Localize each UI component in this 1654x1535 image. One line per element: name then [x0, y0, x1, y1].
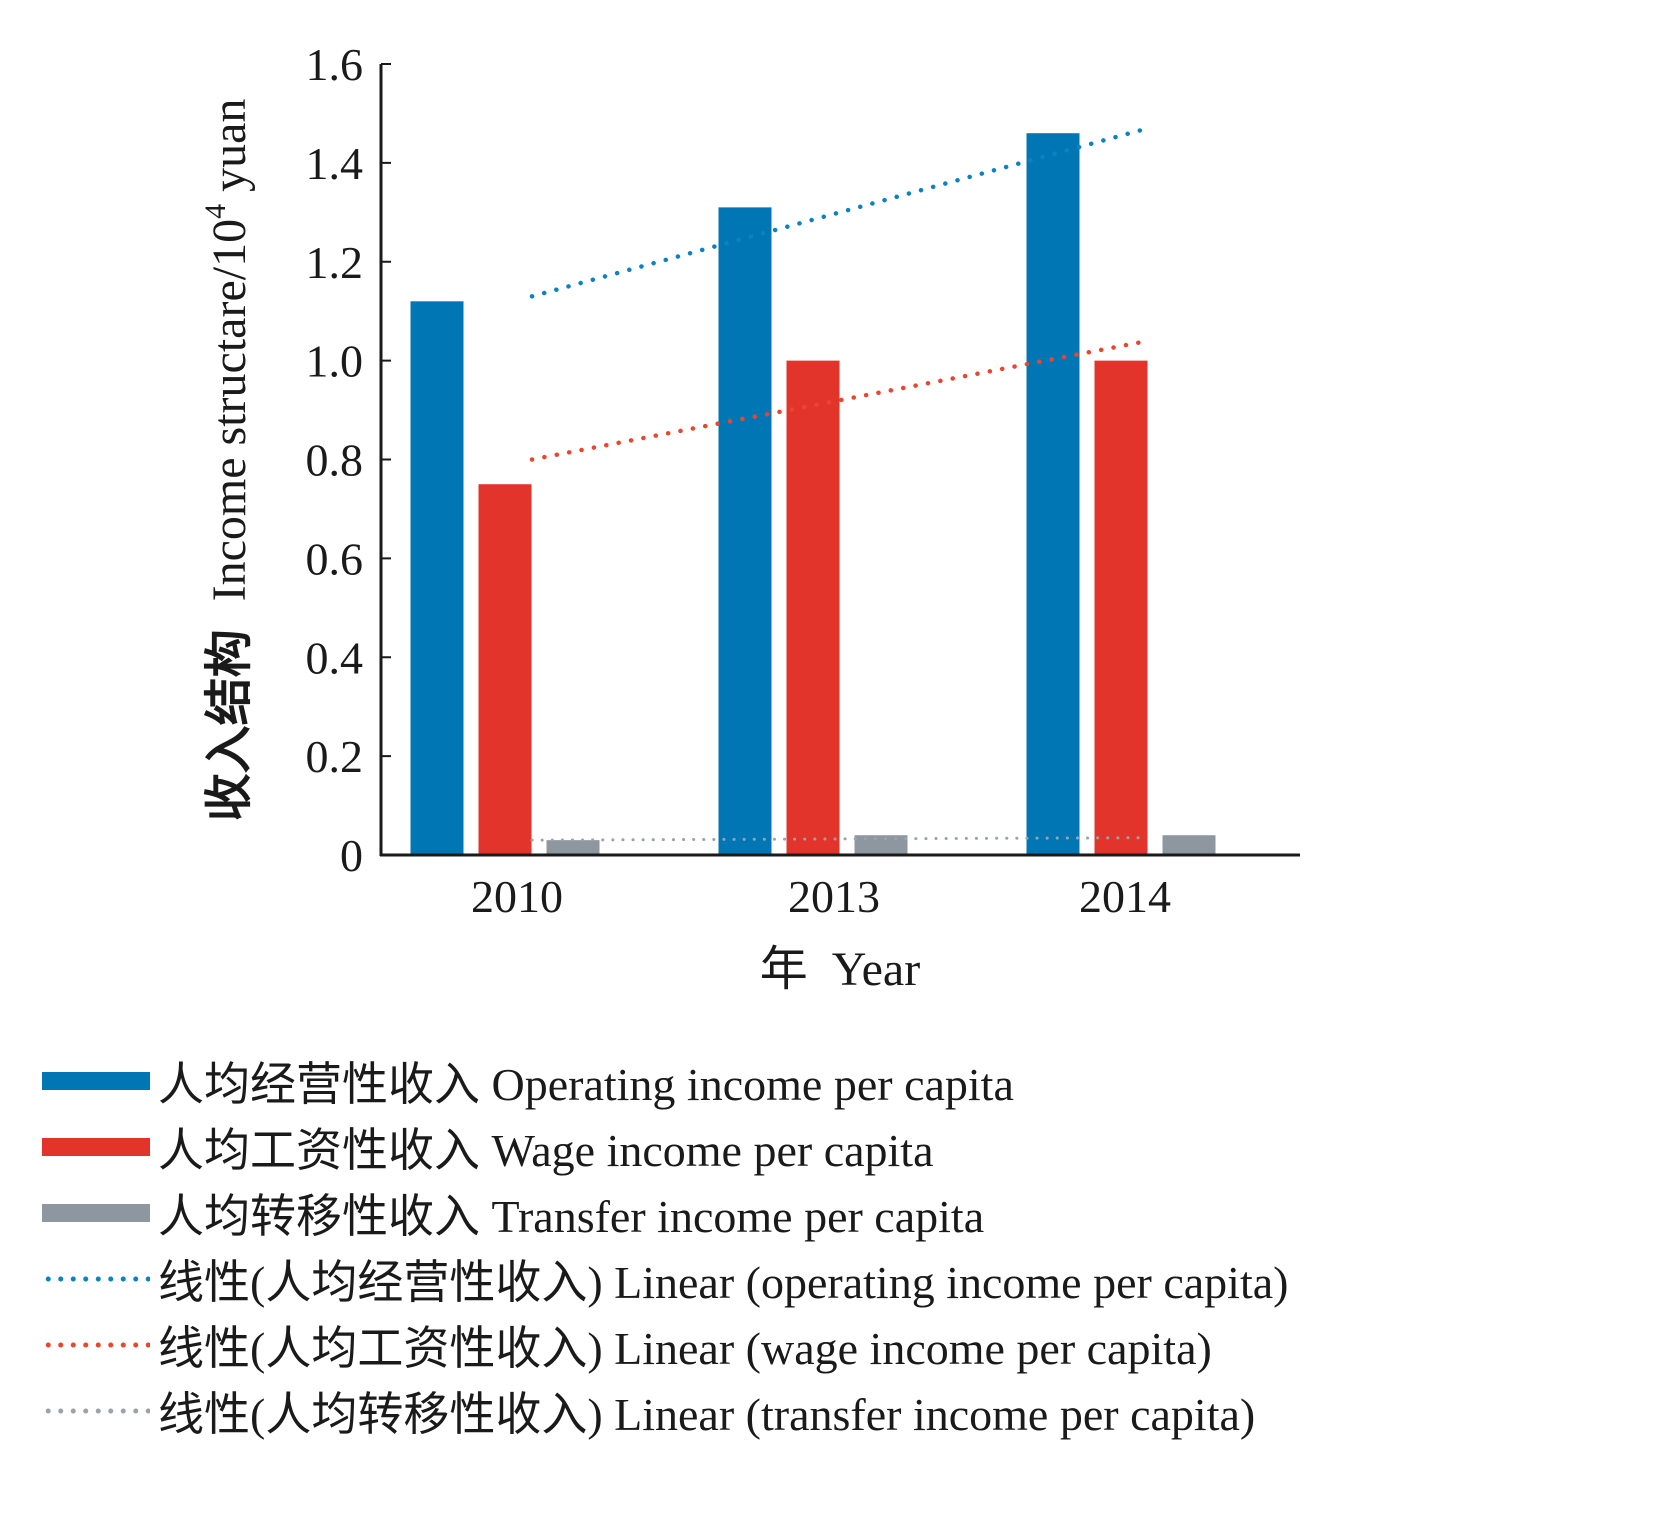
- legend-item: 人均工资性收入 Wage income per capita: [42, 1114, 1288, 1180]
- bar-transfer-2014: [1162, 835, 1216, 855]
- y-tick-label: 1.6: [306, 39, 364, 90]
- bar-chart: 0 0.2 0.4 0.6 0.8 1.0 1.2 1.4 1.6 2010 2013 2014 年…: [199, 39, 1300, 996]
- legend-label: 人均经营性收入 Operating income per capita: [158, 1059, 1014, 1110]
- legend-item: 线性(人均经营性收入) Linear (operating income per…: [42, 1246, 1288, 1312]
- y-axis-title-cn: 收入结构: [203, 629, 256, 821]
- legend-swatch-bar: [42, 1138, 150, 1156]
- bar-transfer-2010: [546, 840, 600, 855]
- legend-item: 线性(人均工资性收入) Linear (wage income per capi…: [42, 1312, 1288, 1378]
- bar-wage-2014: [1094, 360, 1148, 855]
- x-axis-title: 年 Year: [760, 943, 920, 996]
- legend-label: 线性(人均工资性收入) Linear (wage income per capi…: [158, 1323, 1212, 1374]
- y-axis-ticks: 0 0.2 0.4 0.6 0.8 1.0 1.2 1.4 1.6: [306, 39, 391, 881]
- legend-swatch-dotted: [42, 1342, 150, 1348]
- legend-item: 人均经营性收入 Operating income per capita: [42, 1048, 1288, 1114]
- bar-wage-2010: [478, 484, 532, 855]
- y-axis-title-unit: yuan: [203, 99, 256, 204]
- legend-label: 线性(人均转移性收入) Linear (transfer income per …: [158, 1389, 1256, 1440]
- bars: [410, 133, 1216, 855]
- legend-swatch-dotted: [42, 1276, 150, 1282]
- y-axis-title-sup: 4: [199, 204, 232, 219]
- y-tick-label: 1.0: [306, 336, 364, 387]
- legend-label: 线性(人均经营性收入) Linear (operating income per…: [158, 1257, 1289, 1308]
- bar-operating-2013: [718, 207, 772, 855]
- bar-operating-2014: [1026, 133, 1080, 855]
- legend-item: 线性(人均转移性收入) Linear (transfer income per …: [42, 1378, 1288, 1444]
- legend-label: 人均转移性收入 Transfer income per capita: [158, 1191, 985, 1242]
- bar-wage-2013: [786, 360, 840, 855]
- x-axis-labels: 2010 2013 2014: [471, 871, 1171, 922]
- y-tick-label: 0.6: [306, 533, 364, 584]
- x-tick-label: 2010: [471, 871, 563, 922]
- y-tick-label: 0: [340, 830, 363, 881]
- y-tick-label: 1.2: [306, 237, 364, 288]
- trendline-wage: [529, 338, 1151, 462]
- legend-swatch-dotted: [42, 1408, 150, 1414]
- y-tick-label: 1.4: [306, 138, 364, 189]
- y-axis-title-en: Income structare/10: [203, 219, 256, 602]
- x-tick-label: 2013: [788, 871, 880, 922]
- legend-label: 人均工资性收入 Wage income per capita: [158, 1125, 934, 1176]
- trendlines: [529, 126, 1151, 842]
- x-tick-label: 2014: [1079, 871, 1171, 922]
- y-tick-label: 0.2: [306, 731, 364, 782]
- legend-swatch-bar: [42, 1072, 150, 1090]
- y-axis-title: 收入结构 Income structare/104 yuan: [199, 99, 256, 822]
- legend: 人均经营性收入 Operating income per capita 人均工资性…: [42, 1048, 1288, 1444]
- y-tick-label: 0.4: [306, 632, 364, 683]
- legend-item: 人均转移性收入 Transfer income per capita: [42, 1180, 1288, 1246]
- bar-operating-2010: [410, 301, 464, 855]
- y-tick-label: 0.8: [306, 435, 364, 486]
- bar-transfer-2013: [854, 835, 908, 855]
- legend-swatch-bar: [42, 1204, 150, 1222]
